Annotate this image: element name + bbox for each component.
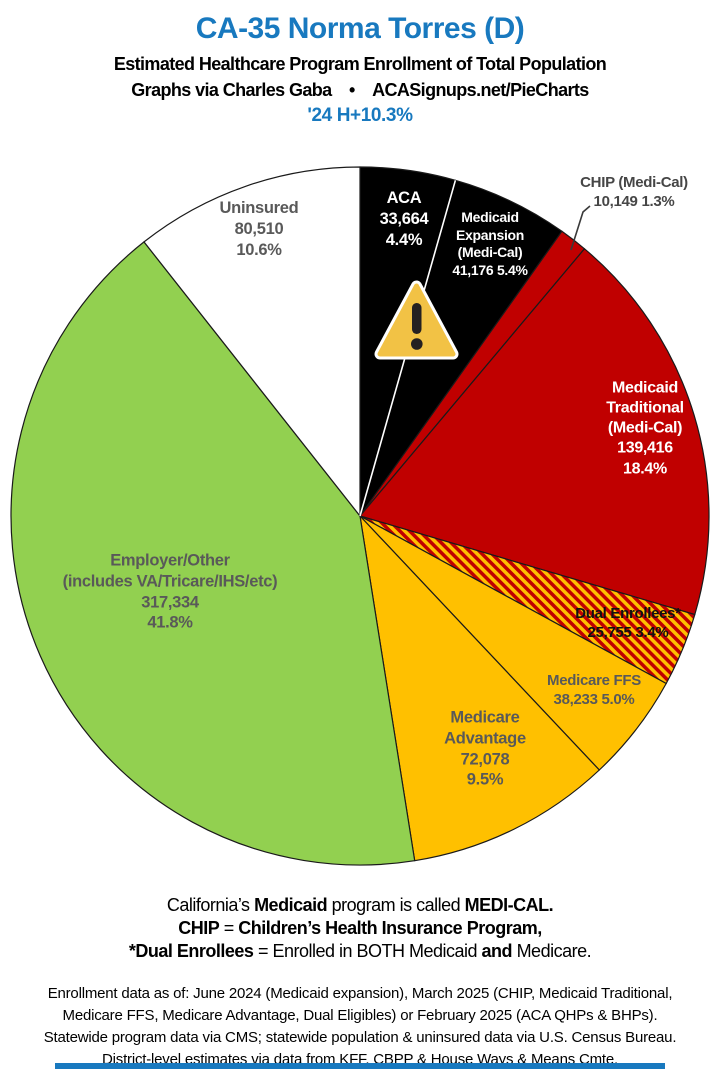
pie-slice-traditional bbox=[359, 248, 710, 616]
footnote-line: Statewide program data via CMS; statewid… bbox=[43, 1029, 677, 1046]
pie-slice-advantage bbox=[359, 515, 600, 862]
note-line: California’s Medicaid program is called … bbox=[166, 895, 554, 915]
page-title: CA-35 Norma Torres (D) bbox=[195, 12, 525, 45]
note-line: *Dual Enrollees = Enrolled in BOTH Medic… bbox=[128, 941, 592, 961]
note-line: CHIP = Children’s Health Insurance Progr… bbox=[178, 918, 542, 938]
definitions-note: California’s Medicaid program is called … bbox=[0, 894, 720, 963]
pie-slices bbox=[10, 166, 710, 866]
subtitle-enrollment: Estimated Healthcare Program Enrollment … bbox=[113, 54, 607, 74]
chip-leader-line bbox=[570, 205, 591, 251]
pie-slice-uninsured bbox=[143, 166, 361, 517]
footnote-line: Enrollment data as of: June 2024 (Medica… bbox=[47, 985, 673, 1002]
header: CA-35 Norma Torres (D) Estimated Healthc… bbox=[0, 10, 720, 127]
subtitle-credit: Graphs via Charles Gaba • ACASignups.net… bbox=[131, 80, 589, 100]
subtitle-update-tag: '24 H+10.3% bbox=[307, 105, 413, 126]
footnote-line: Medicare FFS, Medicare Advantage, Dual E… bbox=[62, 1007, 658, 1024]
pie-slice-employer bbox=[10, 241, 416, 866]
warning-icon bbox=[374, 280, 459, 360]
bottom-accent-bar bbox=[55, 1063, 665, 1069]
data-sources-footnote: Enrollment data as of: June 2024 (Medica… bbox=[0, 983, 720, 1070]
